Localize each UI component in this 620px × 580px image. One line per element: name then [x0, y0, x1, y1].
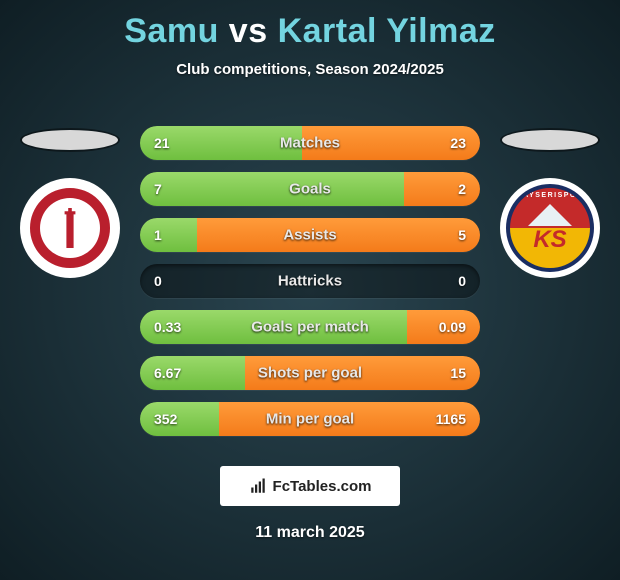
stat-value-left: 1 — [154, 227, 162, 243]
stat-bars-container: 21Matches23 7Goals2 1Assists5 0Hattricks0 0.… — [140, 126, 480, 436]
tower-icon — [61, 208, 79, 248]
stat-value-left: 0.33 — [154, 319, 181, 335]
stat-bar-fill-left — [140, 402, 219, 436]
player2-shadow-oval — [500, 128, 600, 152]
watermark-text: FcTables.com — [273, 478, 372, 495]
stat-bar: 0Hattricks0 — [140, 264, 480, 298]
stat-bar: 352Min per goal1165 — [140, 402, 480, 436]
mountain-icon — [528, 204, 572, 226]
stat-value-right: 2 — [458, 181, 466, 197]
stat-bar: 0.33Goals per match0.09 — [140, 310, 480, 344]
stat-value-left: 21 — [154, 135, 170, 151]
stat-value-left: 6.67 — [154, 365, 181, 381]
kayserispor-ring-text: KAYSERISPOR — [510, 192, 590, 199]
stat-value-right: 0.09 — [439, 319, 466, 335]
comparison-title: Samu vs Kartal Yilmaz — [0, 0, 620, 51]
player2-club-badge: KAYSERISPOR KS — [500, 178, 600, 278]
stat-bar: 21Matches23 — [140, 126, 480, 160]
player2-name: Kartal Yilmaz — [278, 12, 496, 50]
stat-bar-fill-right — [245, 356, 480, 390]
antalyaspor-badge — [26, 184, 114, 272]
vs-text: vs — [229, 12, 268, 50]
kayserispor-monogram: KS — [510, 226, 590, 254]
stat-label: Hattricks — [140, 273, 480, 290]
stat-value-left: 7 — [154, 181, 162, 197]
date: 11 march 2025 — [0, 524, 620, 542]
watermark: FcTables.com — [220, 466, 400, 506]
stat-value-right: 0 — [458, 273, 466, 289]
stat-bar: 6.67Shots per goal15 — [140, 356, 480, 390]
stat-value-left: 352 — [154, 411, 177, 427]
stat-value-right: 5 — [458, 227, 466, 243]
antalyaspor-badge-inner — [40, 198, 100, 258]
stat-value-right: 1165 — [436, 411, 466, 427]
player1-name: Samu — [124, 12, 219, 50]
subtitle: Club competitions, Season 2024/2025 — [0, 61, 620, 78]
comparison-content: KAYSERISPOR KS 21Matches23 7Goals2 1Assist… — [0, 108, 620, 438]
stat-bar: 1Assists5 — [140, 218, 480, 252]
player1-club-badge — [20, 178, 120, 278]
stat-bar-fill-right — [404, 172, 480, 206]
kayserispor-badge: KAYSERISPOR KS — [506, 184, 594, 272]
player1-shadow-oval — [20, 128, 120, 152]
stat-bar-fill-right — [197, 218, 480, 252]
chart-icon — [249, 477, 267, 495]
stat-bar-fill-left — [140, 172, 404, 206]
stat-bar: 7Goals2 — [140, 172, 480, 206]
stat-value-right: 23 — [450, 135, 466, 151]
stat-bar-fill-left — [140, 218, 197, 252]
stat-value-right: 15 — [450, 365, 466, 381]
stat-value-left: 0 — [154, 273, 162, 289]
